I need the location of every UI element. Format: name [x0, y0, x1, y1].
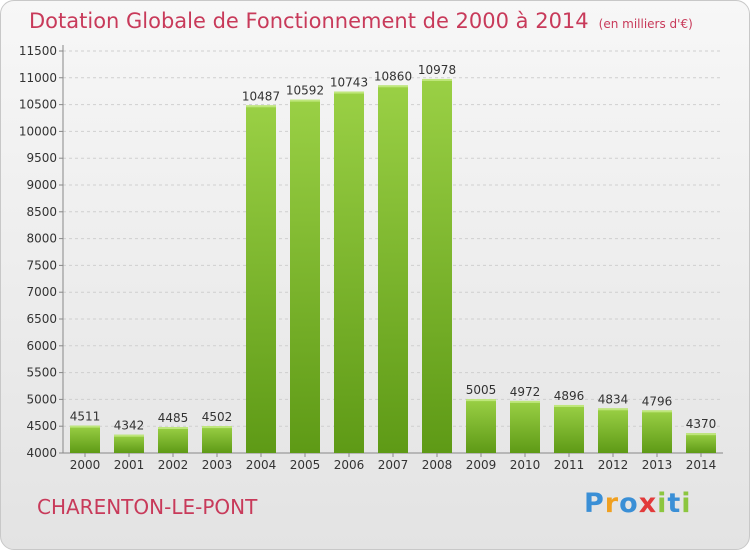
bar-highlight [554, 404, 584, 407]
y-tick-label: 5500 [26, 366, 57, 380]
bar-highlight [510, 400, 540, 403]
x-tick-label: 2000 [70, 458, 101, 472]
y-tick-label: 10000 [19, 124, 57, 138]
y-tick-label: 7500 [26, 258, 57, 272]
bar [554, 404, 584, 453]
bar [158, 427, 188, 453]
logo-letter: P [584, 488, 605, 519]
commune-name: CHARENTON-LE-PONT [37, 495, 258, 519]
bar-highlight [202, 426, 232, 429]
y-tick-label: 11000 [19, 71, 57, 85]
x-tick-label: 2005 [290, 458, 321, 472]
x-tick-label: 2006 [334, 458, 365, 472]
y-tick-label: 10500 [19, 98, 57, 112]
logo-letter: x [638, 488, 658, 519]
data-label: 4511 [70, 410, 101, 424]
x-tick-label: 2011 [554, 458, 585, 472]
logo-letter: o [619, 488, 639, 519]
bar-highlight [246, 105, 276, 108]
x-tick-label: 2001 [114, 458, 145, 472]
data-label: 4834 [598, 392, 629, 406]
chart-subtitle: (en milliers d'€) [598, 17, 693, 31]
chart-title-text: Dotation Globale de Fonctionnement de 20… [29, 9, 589, 33]
bar-highlight [686, 433, 716, 436]
data-label: 4342 [114, 419, 145, 433]
logo-letter: i [681, 488, 692, 519]
bar [598, 408, 628, 453]
bar-highlight [422, 78, 452, 81]
bar-highlight [642, 410, 672, 413]
logo-letter: t [667, 488, 682, 519]
bar-highlight [466, 399, 496, 402]
bar-highlight [158, 427, 188, 430]
bar-highlight [334, 91, 364, 94]
data-label: 5005 [466, 383, 497, 397]
data-label: 4972 [510, 385, 541, 399]
bar [686, 433, 716, 453]
y-tick-label: 4500 [26, 419, 57, 433]
x-tick-label: 2002 [158, 458, 189, 472]
bar [202, 426, 232, 453]
chart-title: Dotation Globale de Fonctionnement de 20… [29, 9, 693, 33]
data-label: 10860 [374, 69, 412, 83]
data-label: 4370 [686, 417, 717, 431]
y-tick-label: 7000 [26, 285, 57, 299]
x-tick-label: 2008 [422, 458, 453, 472]
bar-highlight [378, 85, 408, 88]
data-label: 10592 [286, 84, 324, 98]
data-label: 4896 [554, 389, 585, 403]
proxiti-logo: Proxiti [584, 488, 692, 519]
data-label: 10743 [330, 76, 368, 90]
x-tick-label: 2010 [510, 458, 541, 472]
bar [114, 434, 144, 453]
bar [290, 99, 320, 454]
y-tick-label: 8000 [26, 232, 57, 246]
x-tick-label: 2013 [642, 458, 673, 472]
bar [70, 425, 100, 453]
y-tick-label: 6000 [26, 339, 57, 353]
logo-letter: i [657, 488, 668, 519]
data-label: 10978 [418, 63, 456, 77]
bar [334, 91, 364, 454]
data-label: 4485 [158, 411, 189, 425]
x-tick-label: 2012 [598, 458, 629, 472]
bar [378, 85, 408, 453]
bar-highlight [114, 434, 144, 437]
data-label: 4796 [642, 394, 673, 408]
y-tick-label: 9000 [26, 178, 57, 192]
x-tick-label: 2007 [378, 458, 409, 472]
x-tick-label: 2003 [202, 458, 233, 472]
y-tick-label: 8500 [26, 205, 57, 219]
bar-highlight [290, 99, 320, 102]
x-tick-label: 2004 [246, 458, 277, 472]
bar-highlight [70, 425, 100, 428]
data-label: 10487 [242, 89, 280, 103]
bar [642, 410, 672, 453]
bar [422, 78, 452, 454]
data-label: 4502 [202, 410, 233, 424]
bar [246, 105, 276, 453]
bar [466, 399, 496, 453]
x-tick-label: 2009 [466, 458, 497, 472]
bar [510, 400, 540, 453]
x-tick-label: 2014 [686, 458, 717, 472]
y-tick-label: 4000 [26, 446, 57, 460]
y-tick-label: 5000 [26, 392, 57, 406]
y-tick-label: 6500 [26, 312, 57, 326]
bar-highlight [598, 408, 628, 411]
logo-letter: r [604, 488, 620, 519]
y-tick-label: 11500 [19, 44, 57, 58]
y-tick-label: 9500 [26, 151, 57, 165]
